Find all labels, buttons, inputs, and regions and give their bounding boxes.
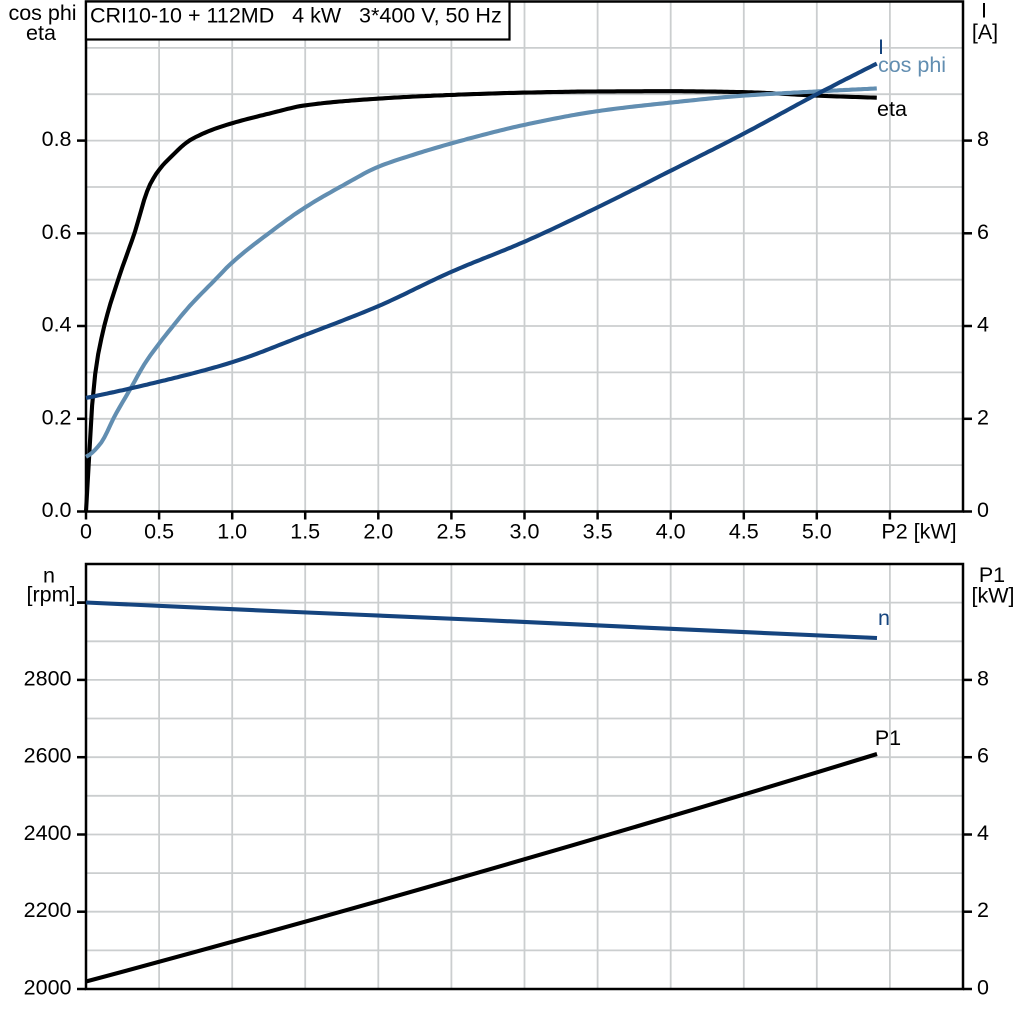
svg-text:P1: P1 (979, 563, 1005, 587)
svg-text:0.8: 0.8 (42, 127, 72, 151)
svg-text:3.0: 3.0 (510, 520, 540, 544)
svg-text:2800: 2800 (24, 666, 72, 690)
svg-text:2.5: 2.5 (436, 520, 466, 544)
svg-text:2600: 2600 (24, 744, 72, 768)
svg-text:[A]: [A] (972, 20, 998, 44)
svg-text:6: 6 (977, 220, 989, 244)
svg-text:P2 [kW]: P2 [kW] (881, 520, 956, 544)
svg-text:cos phi: cos phi (8, 1, 76, 25)
svg-text:0.2: 0.2 (42, 405, 72, 429)
svg-text:[rpm]: [rpm] (27, 583, 76, 607)
svg-text:0.0: 0.0 (42, 498, 72, 522)
svg-text:2: 2 (977, 405, 989, 429)
svg-text:0: 0 (977, 976, 989, 1000)
svg-text:0.5: 0.5 (144, 520, 174, 544)
svg-text:1.5: 1.5 (290, 520, 320, 544)
svg-text:4.5: 4.5 (729, 520, 759, 544)
svg-text:cos phi: cos phi (878, 53, 946, 77)
svg-text:P1: P1 (875, 726, 901, 750)
svg-text:eta: eta (26, 21, 56, 45)
svg-text:8: 8 (977, 666, 989, 690)
svg-text:I: I (878, 35, 884, 59)
svg-text:5.0: 5.0 (802, 520, 832, 544)
svg-text:4: 4 (977, 313, 989, 337)
svg-text:0.4: 0.4 (42, 313, 72, 337)
svg-text:2200: 2200 (24, 898, 72, 922)
svg-text:2.0: 2.0 (363, 520, 393, 544)
svg-text:CRI10-10 + 112MD 4 kW 3*40: CRI10-10 + 112MD 4 kW 3*400 V, 50 Hz (90, 4, 502, 28)
svg-text:[kW]: [kW] (972, 584, 1015, 608)
svg-text:I: I (981, 0, 987, 23)
svg-text:6: 6 (977, 744, 989, 768)
svg-text:8: 8 (977, 127, 989, 151)
svg-text:2000: 2000 (24, 976, 72, 1000)
svg-text:0: 0 (80, 520, 92, 544)
svg-text:2400: 2400 (24, 821, 72, 845)
svg-text:0: 0 (977, 498, 989, 522)
svg-text:4.0: 4.0 (656, 520, 686, 544)
svg-text:1.0: 1.0 (217, 520, 247, 544)
svg-text:0.6: 0.6 (42, 220, 72, 244)
svg-text:eta: eta (877, 97, 907, 121)
svg-text:n: n (878, 606, 890, 630)
svg-text:2: 2 (977, 898, 989, 922)
svg-text:n: n (43, 564, 55, 588)
svg-text:3.5: 3.5 (583, 520, 613, 544)
svg-text:4: 4 (977, 821, 989, 845)
